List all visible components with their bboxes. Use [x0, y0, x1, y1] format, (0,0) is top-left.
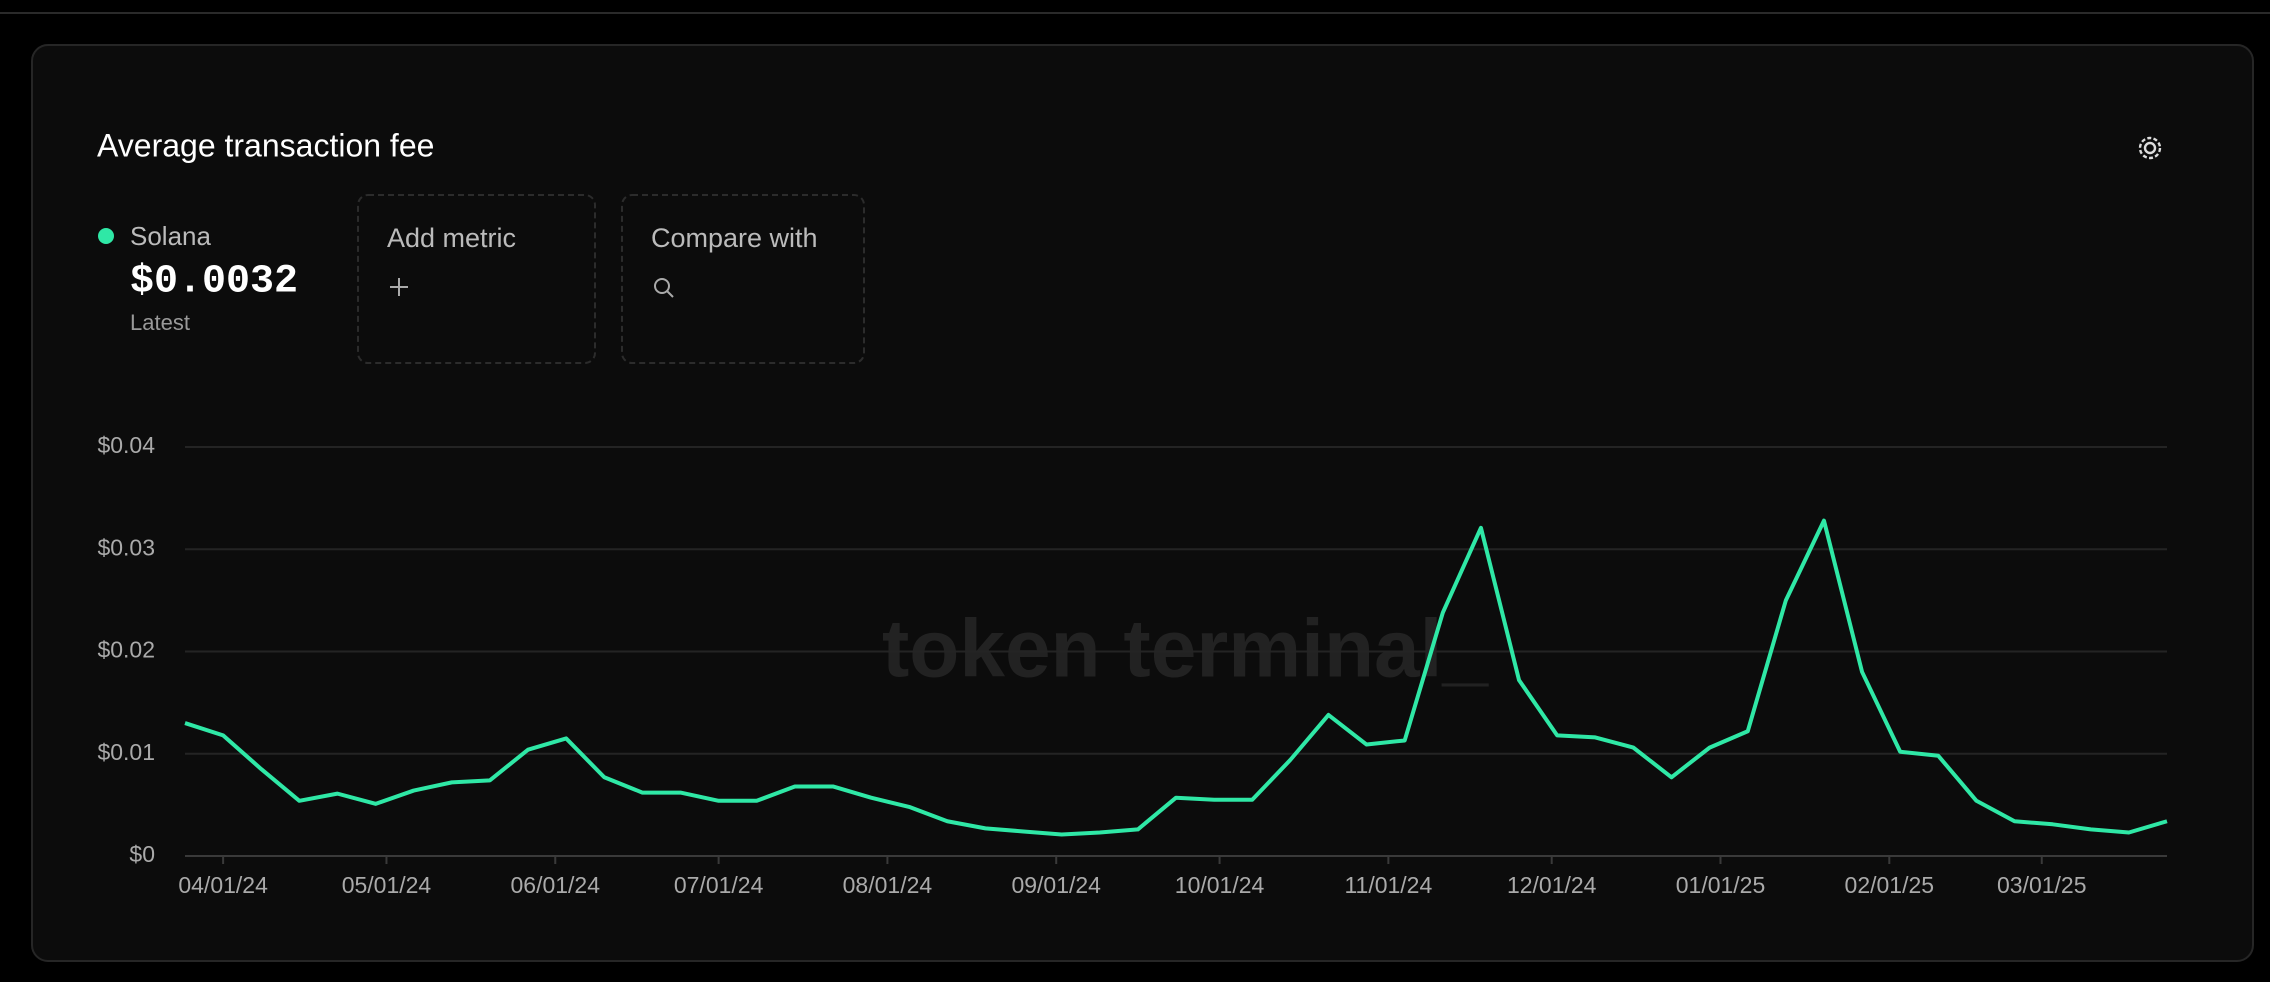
y-tick-label: $0.04: [97, 432, 155, 458]
add-metric-button[interactable]: [357, 194, 596, 364]
x-tick-label: 09/01/24: [1011, 872, 1101, 898]
x-tick-label: 11/01/24: [1344, 872, 1432, 898]
chart-title: Average transaction fee: [97, 127, 434, 163]
watermark: token terminal_: [882, 604, 1489, 695]
compare-button[interactable]: [621, 194, 865, 364]
x-tick-label: 10/01/24: [1175, 872, 1265, 898]
x-tick-label: 03/01/25: [1997, 872, 2087, 898]
data-line: [184, 518, 2168, 837]
y-tick-label: $0.03: [97, 534, 155, 560]
x-tick-label: 02/01/25: [1845, 872, 1935, 898]
plot: $0 $0.01 $0.02 $0.03 $0.04 04/01/24 05/01/24 06…: [97, 432, 2168, 898]
x-tick-label: 12/01/24: [1507, 872, 1597, 898]
x-tick-label: 05/01/24: [342, 872, 432, 898]
y-tick-label: $0.01: [97, 739, 155, 765]
x-tick-label: 08/01/24: [843, 872, 933, 898]
legend-dot: [98, 228, 114, 244]
y-tick-label: $0.02: [97, 637, 155, 663]
x-tick-label: 04/01/24: [178, 872, 268, 898]
x-tick-label: 07/01/24: [674, 872, 764, 898]
x-tick-label: 06/01/24: [510, 872, 600, 898]
plus-icon: [390, 278, 408, 296]
latest-label: Latest: [130, 310, 190, 335]
latest-value: $0.0032: [130, 260, 298, 305]
gear-center: [2143, 141, 2157, 155]
gear-teeth: [2138, 136, 2162, 160]
y-tick-label: $0: [129, 841, 155, 867]
card: [31, 44, 2254, 962]
search-icon: [654, 278, 674, 298]
settings-icon[interactable]: [2138, 136, 2162, 160]
compare-label: Compare with: [651, 223, 818, 253]
legend-name: Solana: [130, 221, 211, 251]
add-metric-label: Add metric: [387, 223, 516, 253]
x-tick-label: 01/01/25: [1676, 872, 1766, 898]
